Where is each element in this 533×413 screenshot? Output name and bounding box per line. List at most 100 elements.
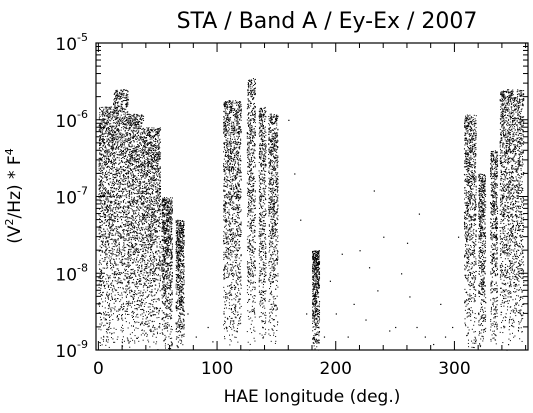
data-point — [146, 134, 148, 136]
data-point — [166, 257, 168, 259]
data-point — [106, 212, 108, 214]
data-point — [122, 147, 124, 149]
data-point — [133, 152, 135, 154]
data-point — [146, 220, 148, 222]
data-point — [133, 118, 135, 120]
data-point — [106, 249, 108, 251]
data-point — [118, 186, 120, 188]
data-point — [119, 236, 121, 238]
data-point — [98, 283, 100, 285]
data-point — [129, 255, 131, 257]
data-point — [102, 135, 104, 137]
data-point — [145, 191, 147, 193]
data-point — [124, 97, 126, 99]
data-point — [143, 239, 145, 241]
data-point — [115, 118, 117, 120]
data-point — [146, 129, 148, 131]
data-point — [106, 293, 108, 295]
data-point — [109, 250, 111, 252]
data-point — [155, 224, 157, 226]
data-point — [114, 131, 116, 133]
data-point — [162, 239, 164, 241]
data-point — [155, 173, 157, 175]
data-point — [116, 199, 118, 201]
data-point — [143, 172, 145, 174]
data-point — [151, 213, 153, 215]
data-point — [113, 327, 115, 329]
data-point — [138, 251, 140, 253]
data-point — [135, 164, 137, 166]
data-point — [118, 154, 120, 156]
data-point — [129, 346, 131, 348]
data-point — [140, 136, 142, 138]
data-point — [106, 167, 108, 169]
data-point — [154, 288, 156, 290]
data-point — [125, 211, 127, 213]
data-point — [101, 131, 103, 133]
data-point — [121, 136, 123, 138]
data-point — [126, 122, 128, 124]
data-point — [123, 239, 125, 241]
data-point — [157, 202, 159, 204]
data-point — [133, 212, 135, 214]
data-point — [108, 161, 110, 163]
data-point — [136, 151, 138, 153]
data-point — [107, 161, 109, 163]
data-point — [104, 260, 106, 262]
data-point — [127, 167, 129, 169]
data-point — [103, 126, 105, 128]
data-point — [134, 159, 136, 161]
data-point — [111, 125, 113, 127]
data-point — [118, 180, 120, 182]
data-point — [125, 321, 127, 323]
data-point — [150, 137, 152, 139]
data-point — [147, 164, 149, 166]
data-point — [140, 125, 142, 127]
data-point — [109, 260, 111, 262]
data-point — [120, 260, 122, 262]
data-point — [153, 217, 155, 219]
data-point — [139, 186, 141, 188]
data-point — [132, 297, 134, 299]
data-point — [150, 234, 152, 236]
data-point — [131, 242, 133, 244]
data-point — [105, 244, 107, 246]
data-point — [99, 164, 101, 166]
data-point — [126, 313, 128, 315]
data-point — [107, 209, 109, 211]
data-point — [131, 179, 133, 181]
data-point — [136, 167, 138, 169]
data-point — [156, 203, 158, 205]
data-point — [154, 268, 156, 270]
data-point — [109, 227, 111, 229]
data-point — [140, 262, 142, 264]
data-point — [146, 323, 148, 325]
data-point — [166, 216, 168, 218]
data-point — [130, 162, 132, 164]
data-point — [132, 230, 134, 232]
data-point — [105, 249, 107, 251]
data-point — [157, 164, 159, 166]
data-point — [116, 109, 118, 111]
data-point — [127, 230, 129, 232]
data-point — [158, 268, 160, 270]
data-point — [114, 195, 116, 197]
data-point — [116, 153, 118, 155]
data-point — [170, 217, 172, 219]
data-point — [119, 92, 121, 94]
data-point — [100, 190, 102, 192]
data-point — [98, 193, 100, 195]
data-point — [135, 230, 137, 232]
data-point — [158, 197, 160, 199]
data-point — [130, 114, 132, 116]
data-point — [128, 301, 130, 303]
data-point — [124, 161, 126, 163]
data-point — [105, 151, 107, 153]
data-point — [132, 226, 134, 228]
data-point — [103, 284, 105, 286]
data-point — [157, 148, 159, 150]
data-point — [125, 258, 127, 260]
data-point — [141, 161, 143, 163]
data-point — [116, 251, 118, 253]
data-point — [150, 129, 152, 131]
